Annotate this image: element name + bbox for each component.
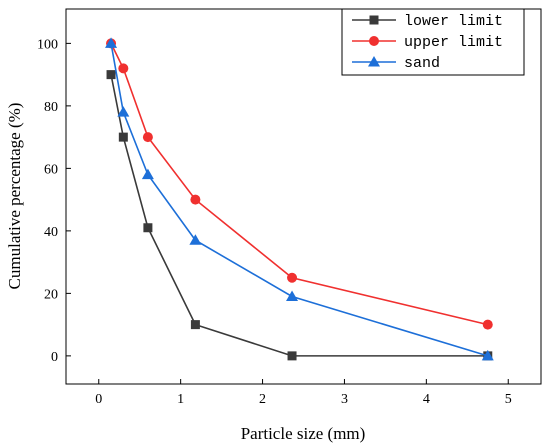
legend: lower limit upper limit sand: [341, 8, 525, 76]
legend-marker-lower-limit: [369, 15, 379, 25]
data-point-upper-limit: [287, 272, 298, 283]
series-line-lower-limit: [110, 74, 488, 357]
x-tick-label: 3: [341, 392, 348, 407]
data-point-sand: [105, 37, 118, 48]
data-point-lower-limit: [106, 70, 116, 80]
x-tick-label: 5: [505, 392, 512, 407]
legend-label-sand: sand: [404, 55, 440, 72]
legend-marker-upper-limit: [369, 36, 379, 46]
series-lower-limit: [106, 70, 493, 361]
data-point-sand: [117, 106, 130, 117]
y-tick-label: 100: [37, 37, 58, 52]
y-tick-label: 0: [51, 350, 58, 365]
data-point-upper-limit: [118, 63, 129, 74]
data-point-lower-limit: [118, 132, 128, 142]
y-axis-title: Cumulative percentage (%): [5, 103, 24, 290]
y-tick-label: 80: [44, 100, 58, 115]
legend-marker-sand: [368, 56, 380, 67]
data-point-lower-limit: [143, 223, 153, 233]
x-axis-ticks: 0 1 2 3 4 5: [95, 379, 512, 407]
x-axis-title: Particle size (mm): [241, 424, 366, 443]
y-tick-label: 20: [44, 287, 58, 302]
data-point-upper-limit: [190, 194, 201, 205]
series-line-sand: [110, 43, 488, 357]
series-layer: [105, 37, 494, 361]
plot-frame: [65, 8, 542, 385]
series-line-upper-limit: [110, 43, 488, 326]
data-point-sand: [189, 234, 202, 245]
y-axis-ticks: 0 20 40 60 80 100: [37, 37, 71, 365]
legend-label-lower-limit: lower limit: [404, 13, 503, 30]
series-sand: [105, 37, 494, 361]
y-tick-label: 60: [44, 162, 58, 177]
data-point-lower-limit: [287, 351, 297, 361]
x-tick-label: 2: [259, 392, 266, 407]
x-tick-label: 4: [423, 392, 430, 407]
data-point-upper-limit: [482, 319, 493, 330]
series-upper-limit: [106, 38, 493, 330]
data-point-upper-limit: [142, 132, 153, 143]
y-tick-label: 40: [44, 225, 58, 240]
data-point-sand: [481, 349, 494, 361]
data-point-sand: [141, 168, 154, 180]
legend-label-upper-limit: upper limit: [404, 34, 503, 51]
data-point-lower-limit: [190, 320, 200, 330]
data-point-sand: [286, 290, 299, 301]
x-tick-label: 0: [95, 392, 102, 407]
x-tick-label: 1: [177, 392, 184, 407]
